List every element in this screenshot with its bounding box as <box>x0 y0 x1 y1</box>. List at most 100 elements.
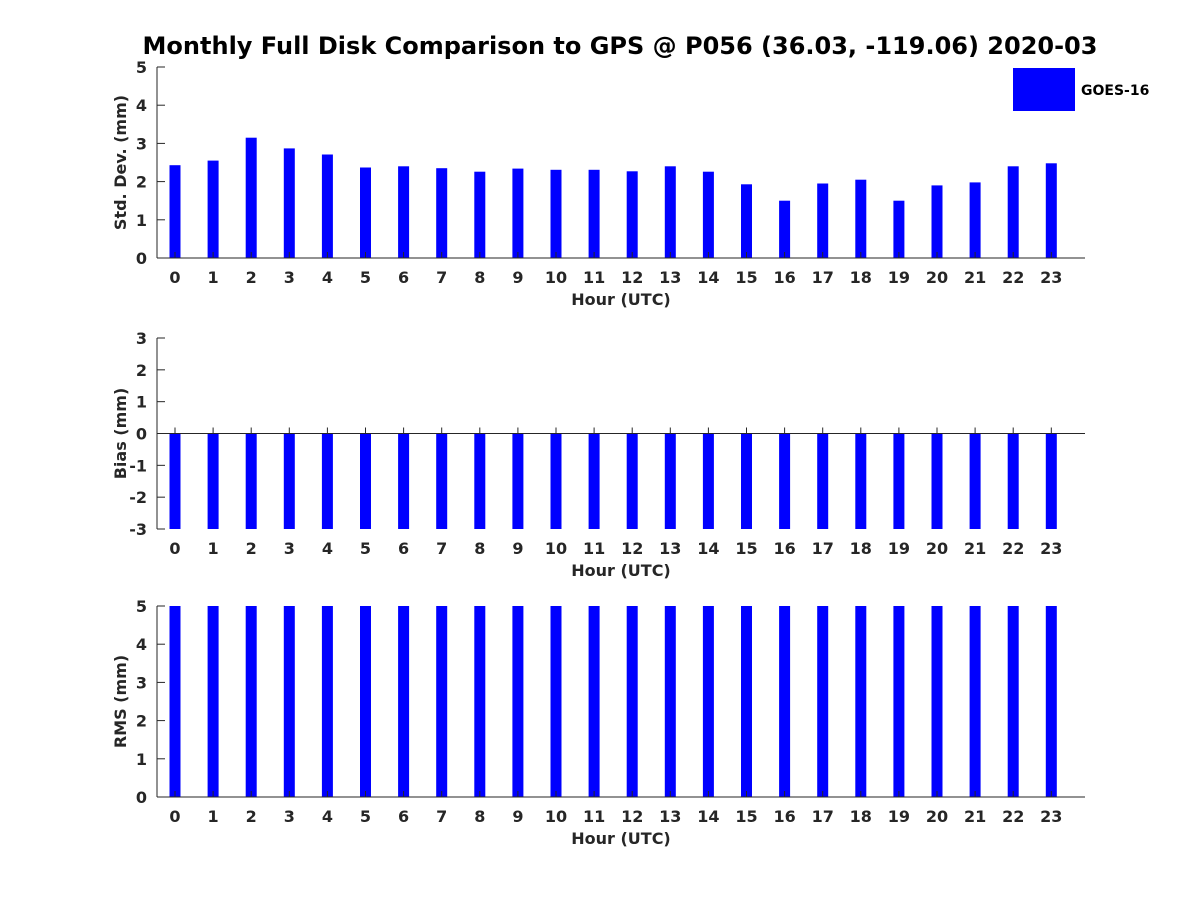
x-tick-label-bias: 9 <box>512 539 523 558</box>
bar-stddev-16 <box>779 200 791 258</box>
x-tick-label-rms: 16 <box>773 807 795 826</box>
x-tick-label-stddev: 8 <box>474 268 485 287</box>
bar-rms-11 <box>588 606 600 797</box>
x-axis-label-stddev: Hour (UTC) <box>571 290 671 309</box>
bar-rms-2 <box>245 606 257 797</box>
bar-bias-22 <box>1007 433 1019 529</box>
x-axis-label-bias: Hour (UTC) <box>571 561 671 580</box>
x-tick-label-stddev: 7 <box>436 268 447 287</box>
x-tick-label-stddev: 20 <box>926 268 948 287</box>
x-tick-label-stddev: 5 <box>360 268 371 287</box>
bar-bias-12 <box>626 433 638 529</box>
x-tick-label-stddev: 21 <box>964 268 986 287</box>
y-axis-label-bias: Bias (mm) <box>111 388 130 480</box>
bar-bias-1 <box>207 433 219 529</box>
x-tick-label-bias: 4 <box>322 539 333 558</box>
bar-stddev-22 <box>1007 166 1019 258</box>
bar-rms-0 <box>169 606 181 797</box>
bar-bias-8 <box>474 433 486 529</box>
x-tick-label-bias: 21 <box>964 539 986 558</box>
x-tick-label-stddev: 15 <box>735 268 757 287</box>
bar-rms-17 <box>817 606 829 797</box>
x-tick-label-bias: 11 <box>583 539 605 558</box>
y-tick-label-rms: 4 <box>136 635 147 654</box>
bar-stddev-0 <box>169 165 181 258</box>
x-tick-label-bias: 2 <box>246 539 257 558</box>
bar-stddev-11 <box>588 169 600 258</box>
bar-bias-21 <box>969 433 981 529</box>
x-tick-label-rms: 19 <box>888 807 910 826</box>
x-tick-label-stddev: 23 <box>1040 268 1062 287</box>
x-tick-label-stddev: 17 <box>812 268 834 287</box>
x-tick-label-rms: 18 <box>850 807 872 826</box>
y-tick-label-rms: 2 <box>136 712 147 731</box>
x-tick-label-rms: 0 <box>169 807 180 826</box>
y-tick-label-rms: 3 <box>136 673 147 692</box>
y-tick-label-bias: -2 <box>129 488 147 507</box>
bar-bias-0 <box>169 433 181 529</box>
x-tick-label-bias: 18 <box>850 539 872 558</box>
bar-stddev-18 <box>855 179 867 258</box>
bar-rms-10 <box>550 606 562 797</box>
y-tick-label-stddev: 0 <box>136 249 147 268</box>
y-tick-label-stddev: 5 <box>136 58 147 77</box>
x-tick-label-rms: 5 <box>360 807 371 826</box>
x-tick-label-stddev: 18 <box>850 268 872 287</box>
bar-bias-14 <box>702 433 714 529</box>
x-tick-label-bias: 1 <box>208 539 219 558</box>
x-tick-label-stddev: 13 <box>659 268 681 287</box>
bar-rms-6 <box>398 606 410 797</box>
bar-bias-19 <box>893 433 905 529</box>
bar-bias-10 <box>550 433 562 529</box>
bar-rms-5 <box>360 606 371 797</box>
y-tick-label-bias: 1 <box>136 393 147 412</box>
bar-stddev-4 <box>321 154 333 258</box>
x-tick-label-bias: 3 <box>284 539 295 558</box>
x-tick-label-stddev: 1 <box>208 268 219 287</box>
x-tick-label-rms: 1 <box>208 807 219 826</box>
x-tick-label-rms: 23 <box>1040 807 1062 826</box>
y-tick-label-bias: -3 <box>129 520 147 539</box>
x-tick-label-rms: 3 <box>284 807 295 826</box>
bar-bias-15 <box>741 433 752 529</box>
bar-stddev-5 <box>360 167 371 258</box>
bar-rms-20 <box>931 606 943 797</box>
bar-bias-20 <box>931 433 943 529</box>
bar-rms-22 <box>1007 606 1019 797</box>
bar-rms-12 <box>626 606 638 797</box>
x-tick-label-rms: 13 <box>659 807 681 826</box>
y-tick-label-bias: 0 <box>136 425 147 444</box>
x-tick-label-bias: 14 <box>697 539 719 558</box>
x-tick-label-rms: 9 <box>512 807 523 826</box>
bar-rms-13 <box>664 606 676 797</box>
bar-stddev-20 <box>931 185 943 258</box>
bar-stddev-6 <box>398 166 410 258</box>
x-tick-label-rms: 14 <box>697 807 719 826</box>
bar-stddev-23 <box>1045 163 1057 258</box>
bar-stddev-9 <box>512 168 524 258</box>
x-tick-label-bias: 13 <box>659 539 681 558</box>
x-tick-label-bias: 6 <box>398 539 409 558</box>
y-tick-label-stddev: 3 <box>136 134 147 153</box>
bar-bias-3 <box>283 433 295 529</box>
x-tick-label-bias: 12 <box>621 539 643 558</box>
x-tick-label-stddev: 12 <box>621 268 643 287</box>
x-tick-label-bias: 0 <box>169 539 180 558</box>
y-axis-label-stddev: Std. Dev. (mm) <box>111 95 130 230</box>
chart-title: Monthly Full Disk Comparison to GPS @ P0… <box>143 32 1098 60</box>
bar-stddev-19 <box>893 200 905 258</box>
bar-bias-17 <box>817 433 829 529</box>
bar-rms-21 <box>969 606 981 797</box>
bar-rms-4 <box>321 606 333 797</box>
x-tick-label-bias: 17 <box>812 539 834 558</box>
x-tick-label-rms: 21 <box>964 807 986 826</box>
x-tick-label-stddev: 14 <box>697 268 719 287</box>
x-tick-label-rms: 2 <box>246 807 257 826</box>
bar-bias-11 <box>588 433 600 529</box>
x-tick-label-rms: 10 <box>545 807 567 826</box>
y-tick-label-rms: 1 <box>136 750 147 769</box>
